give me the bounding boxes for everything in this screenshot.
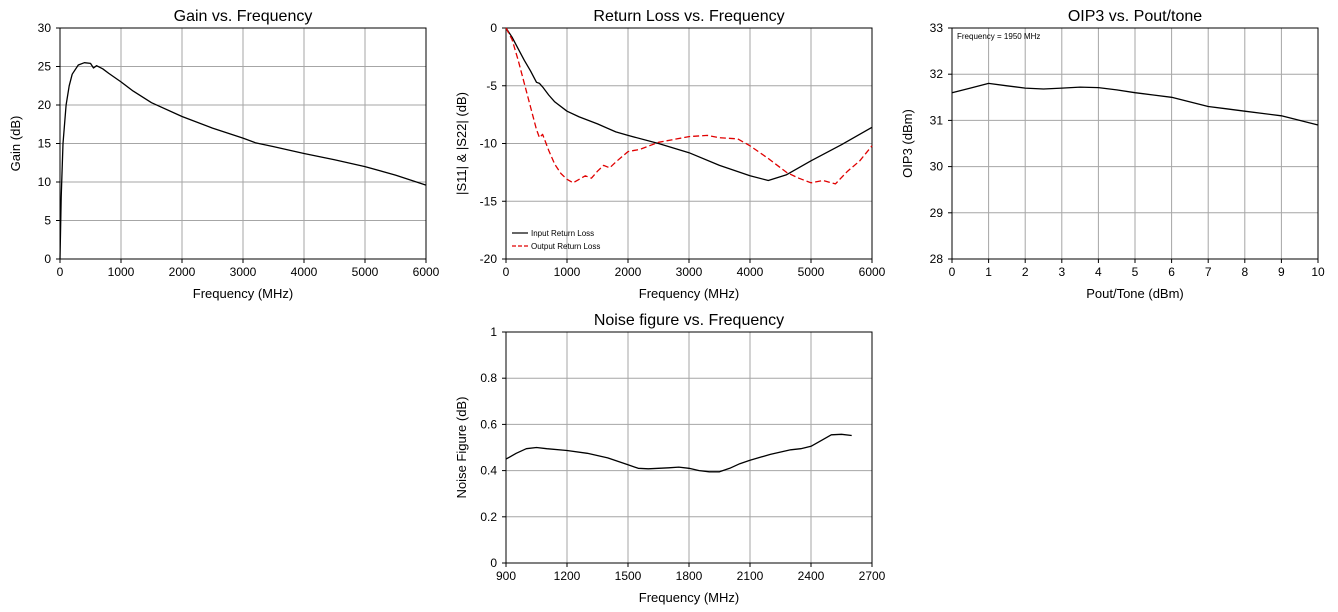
gain-x-tick-label: 3000	[230, 265, 257, 279]
gain-chart: Gain vs. Frequency 0 1000 2000 3000 4000 5000 6…	[8, 8, 440, 301]
gain-x-tick-label: 2000	[169, 265, 196, 279]
gain-x-tick-label: 5000	[352, 265, 379, 279]
gain-y-tick-label: 25	[38, 60, 52, 74]
return-loss-chart-panel: Return Loss vs. Frequency 0 1000 2000 3000 40…	[446, 0, 892, 303]
oip3-plot-frame	[951, 27, 1319, 260]
gain-x-tick-label: 1000	[108, 265, 135, 279]
noise-figure-x-tick-label: 2100	[737, 569, 764, 583]
oip3-x-tick-label: 7	[1205, 265, 1212, 279]
gain-x-axis-label: Frequency (MHz)	[193, 286, 293, 301]
oip3-x-tick-label: 9	[1278, 265, 1285, 279]
noise-figure-y-tick-label: 0.4	[480, 464, 497, 478]
noise-figure-chart: Noise figure vs. Frequency 900 1200 1500 180…	[454, 312, 886, 605]
return-loss-series-line-input-return-loss	[505, 27, 873, 182]
oip3-x-tick-label: 3	[1058, 265, 1065, 279]
return-loss-x-tick-label: 1000	[554, 265, 581, 279]
oip3-y-tick-label: 33	[930, 21, 944, 35]
oip3-x-tick-label: 10	[1311, 265, 1325, 279]
return-loss-y-axis-label: |S11| & |S22| (dB)	[454, 92, 469, 195]
noise-figure-series-line-series-0	[505, 433, 852, 473]
return-loss-y-tick-label: 0	[490, 21, 497, 35]
noise-figure-y-tick-label: 0.6	[480, 417, 497, 431]
return-loss-plot-frame	[505, 27, 873, 260]
gain-y-tick-label: 20	[38, 98, 52, 112]
return-loss-x-tick-label: 4000	[737, 265, 764, 279]
gain-y-tick-label: 10	[38, 175, 52, 189]
gain-x-tick-label: 0	[57, 265, 64, 279]
gain-y-tick-label: 15	[38, 137, 52, 151]
oip3-y-tick-label: 32	[930, 67, 944, 81]
noise-figure-y-tick-label: 0.8	[480, 371, 497, 385]
oip3-y-tick-label: 28	[930, 252, 944, 266]
noise-figure-x-tick-label: 900	[496, 569, 516, 583]
gain-x-tick-label: 4000	[291, 265, 318, 279]
noise-figure-y-tick-label: 1	[490, 325, 497, 339]
return-loss-x-tick-label: 5000	[798, 265, 825, 279]
noise-figure-plot-frame	[505, 331, 873, 564]
noise-figure-x-tick-label: 1200	[554, 569, 581, 583]
oip3-y-axis-label: OIP3 (dBm)	[900, 109, 915, 178]
noise-figure-x-tick-label: 2400	[798, 569, 825, 583]
return-loss-y-tick-label: -5	[486, 79, 497, 93]
oip3-x-tick-label: 5	[1132, 265, 1139, 279]
noise-figure-y-tick-label: 0	[490, 556, 497, 570]
return-loss-y-tick-label: -20	[480, 252, 498, 266]
oip3-y-tick-label: 29	[930, 206, 944, 220]
oip3-series-line-series-0	[951, 82, 1319, 126]
oip3-annotation: Frequency = 1950 MHz	[957, 32, 1040, 41]
return-loss-y-tick-label: -10	[480, 137, 498, 151]
oip3-chart-panel: OIP3 vs. Pout/tone 0 1 2 3 4 5 6 7 8 9 10 28 29 30 31 32…	[892, 0, 1338, 303]
gain-series-line-series-0	[59, 62, 427, 260]
noise-figure-y-axis-label: Noise Figure (dB)	[454, 397, 469, 499]
oip3-title: OIP3 vs. Pout/tone	[1068, 8, 1202, 25]
oip3-x-tick-label: 1	[985, 265, 992, 279]
return-loss-title: Return Loss vs. Frequency	[593, 8, 784, 25]
gain-y-tick-label: 30	[38, 21, 52, 35]
return-loss-y-tick-label: -15	[480, 194, 498, 208]
oip3-x-tick-label: 8	[1241, 265, 1248, 279]
gain-plot-frame	[59, 27, 427, 260]
oip3-x-tick-label: 2	[1022, 265, 1029, 279]
noise-figure-chart-panel: Noise figure vs. Frequency 900 1200 1500 180…	[446, 304, 892, 607]
gain-x-tick-label: 6000	[413, 265, 440, 279]
gain-chart-panel: Gain vs. Frequency 0 1000 2000 3000 4000 5000 6…	[0, 0, 446, 303]
oip3-y-tick-label: 31	[930, 113, 944, 127]
return-loss-chart: Return Loss vs. Frequency 0 1000 2000 3000 40…	[454, 8, 886, 301]
oip3-x-axis-label: Pout/Tone (dBm)	[1086, 286, 1184, 301]
noise-figure-x-tick-label: 2700	[859, 569, 886, 583]
oip3-x-tick-label: 0	[949, 265, 956, 279]
gain-y-tick-label: 5	[44, 214, 51, 228]
return-loss-x-tick-label: 2000	[615, 265, 642, 279]
oip3-x-tick-label: 4	[1095, 265, 1102, 279]
oip3-y-tick-label: 30	[930, 160, 944, 174]
noise-figure-x-tick-label: 1500	[615, 569, 642, 583]
return-loss-x-tick-label: 6000	[859, 265, 886, 279]
gain-y-axis-label: Gain (dB)	[8, 116, 23, 172]
return-loss-x-tick-label: 3000	[676, 265, 703, 279]
return-loss-x-tick-label: 0	[503, 265, 510, 279]
return-loss-x-axis-label: Frequency (MHz)	[639, 286, 739, 301]
return-loss-legend-label: Input Return Loss	[531, 229, 594, 238]
return-loss-series-line-output-return-loss	[505, 27, 873, 185]
noise-figure-title: Noise figure vs. Frequency	[594, 312, 784, 329]
gain-title: Gain vs. Frequency	[174, 8, 313, 25]
noise-figure-x-axis-label: Frequency (MHz)	[639, 590, 739, 605]
noise-figure-y-tick-label: 0.2	[480, 510, 497, 524]
noise-figure-x-tick-label: 1800	[676, 569, 703, 583]
gain-y-tick-label: 0	[44, 252, 51, 266]
return-loss-legend-label: Output Return Loss	[531, 242, 600, 251]
oip3-x-tick-label: 6	[1168, 265, 1175, 279]
oip3-chart: OIP3 vs. Pout/tone 0 1 2 3 4 5 6 7 8 9 10 28 29 30 31 32…	[900, 8, 1325, 301]
